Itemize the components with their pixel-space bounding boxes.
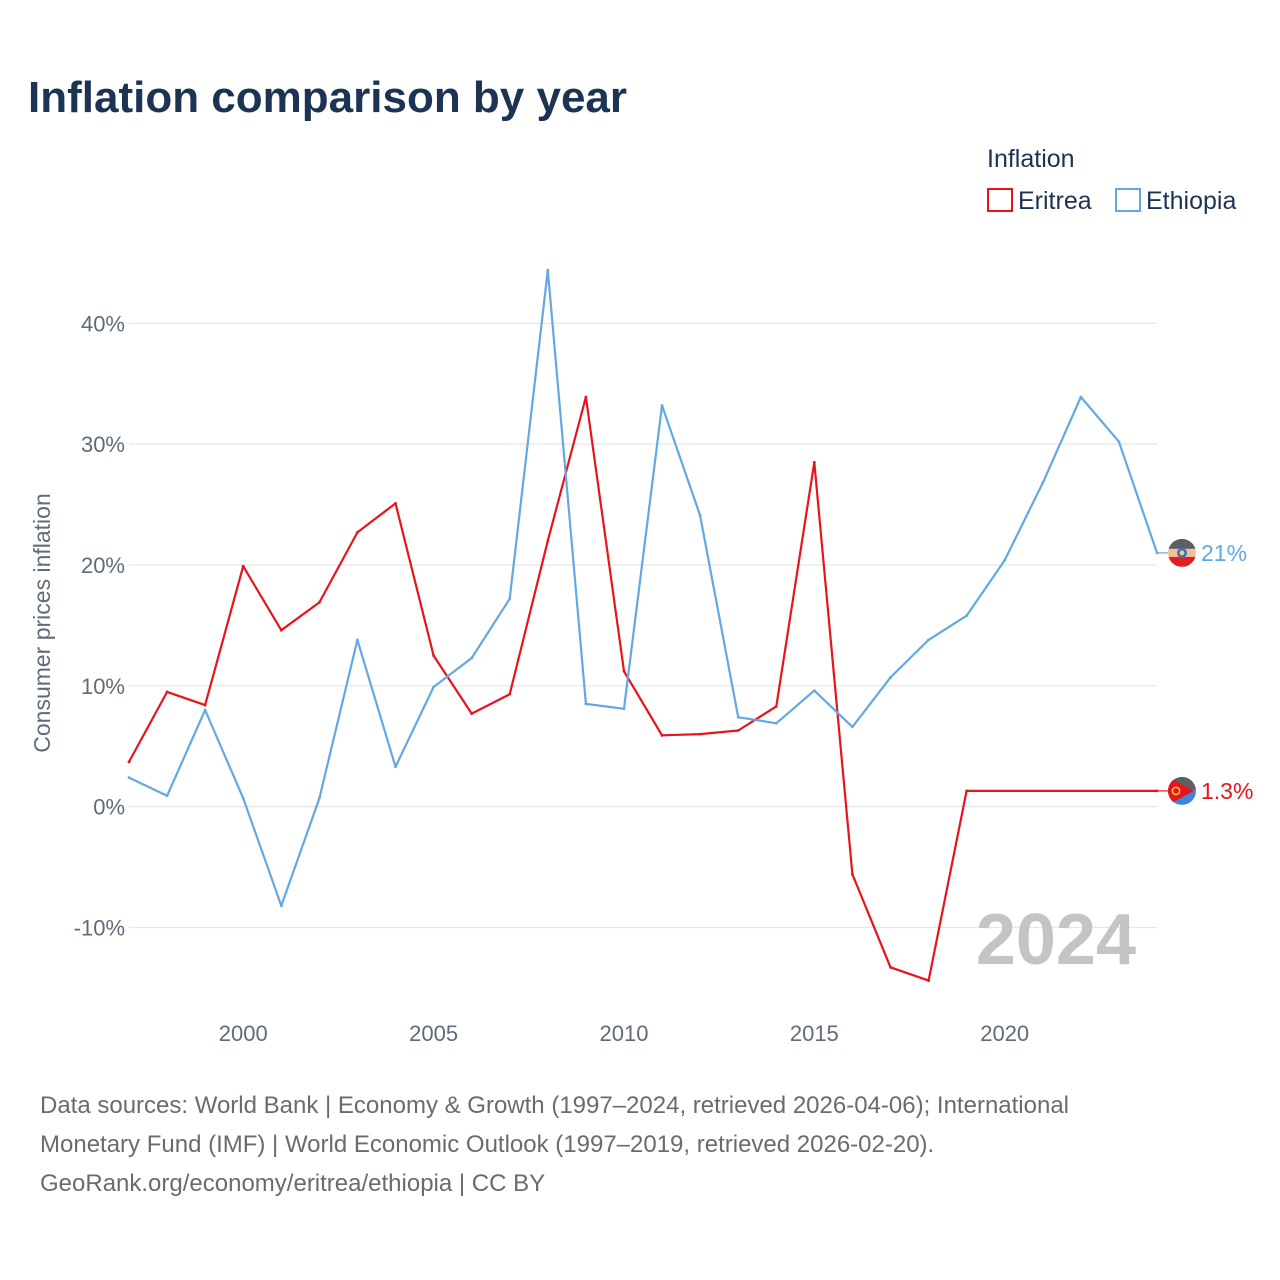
x-tick-label: 2020: [980, 1021, 1029, 1046]
legend-label-eritrea[interactable]: Eritrea: [1018, 187, 1092, 215]
chart-title: Inflation comparison by year: [28, 73, 627, 122]
source-line-3[interactable]: GeoRank.org/economy/eritrea/ethiopia | C…: [40, 1170, 545, 1197]
data-point-ethiopia[interactable]: [698, 514, 702, 517]
data-point-eritrea[interactable]: [660, 733, 664, 737]
current-year-watermark: 2024: [976, 900, 1136, 980]
data-point-ethiopia[interactable]: [203, 708, 207, 712]
x-tick-label: 2005: [409, 1021, 458, 1046]
data-point-eritrea[interactable]: [698, 732, 702, 736]
data-point-ethiopia[interactable]: [394, 765, 397, 769]
end-markers: 1.3% 21%: [1157, 538, 1253, 805]
y-tick-label: 40%: [81, 311, 125, 336]
data-point-ethiopia[interactable]: [812, 689, 816, 693]
end-value-label-eritrea: 1.3%: [1201, 778, 1253, 804]
y-axis-label: Consumer prices inflation: [29, 493, 55, 753]
data-point-eritrea[interactable]: [736, 729, 740, 732]
grid-lines: [129, 322, 1157, 929]
data-point-eritrea[interactable]: [927, 979, 930, 983]
legend-title: Inflation: [987, 145, 1075, 173]
source-line-1: Data sources: World Bank | Economy & Gro…: [40, 1092, 1069, 1119]
data-point-ethiopia[interactable]: [851, 725, 854, 729]
data-point-ethiopia[interactable]: [1003, 558, 1007, 562]
y-tick-label: 0%: [93, 795, 125, 820]
data-point-eritrea[interactable]: [889, 965, 892, 969]
data-point-eritrea[interactable]: [546, 539, 550, 543]
data-point-ethiopia[interactable]: [317, 796, 321, 800]
data-point-ethiopia[interactable]: [622, 707, 626, 711]
y-tick-label: 10%: [81, 674, 125, 699]
legend-swatch-ethiopia[interactable]: [1115, 188, 1141, 212]
ethiopia-flag-icon: [1168, 538, 1196, 567]
data-point-ethiopia[interactable]: [965, 614, 969, 618]
data-point-eritrea[interactable]: [394, 501, 397, 505]
data-point-eritrea[interactable]: [279, 628, 283, 632]
series-lines: [127, 268, 1159, 983]
data-point-ethiopia[interactable]: [1079, 395, 1083, 399]
data-point-ethiopia[interactable]: [774, 721, 778, 725]
data-point-eritrea[interactable]: [851, 872, 854, 876]
data-point-ethiopia[interactable]: [165, 794, 169, 798]
data-point-ethiopia[interactable]: [660, 404, 664, 407]
data-point-eritrea[interactable]: [432, 654, 435, 658]
data-point-eritrea[interactable]: [203, 703, 207, 707]
x-tick-label: 2000: [219, 1021, 268, 1046]
end-value-label-ethiopia: 21%: [1201, 540, 1247, 566]
data-point-eritrea[interactable]: [470, 712, 474, 715]
data-point-ethiopia[interactable]: [889, 675, 892, 679]
data-sources: Data sources: World Bank | Economy & Gro…: [40, 1092, 1069, 1197]
data-point-ethiopia[interactable]: [1041, 481, 1045, 485]
x-tick-label: 2010: [599, 1021, 648, 1046]
source-line-2: Monetary Fund (IMF) | World Economic Out…: [40, 1131, 934, 1158]
data-point-eritrea[interactable]: [965, 789, 969, 793]
data-point-eritrea[interactable]: [622, 669, 626, 673]
data-point-eritrea[interactable]: [241, 564, 245, 568]
legend: Inflation Eritrea Ethiopia: [987, 145, 1236, 215]
data-point-ethiopia[interactable]: [927, 638, 930, 642]
x-tick-label: 2015: [790, 1021, 839, 1046]
data-point-ethiopia[interactable]: [356, 638, 359, 642]
legend-swatch-eritrea[interactable]: [987, 188, 1013, 212]
data-point-ethiopia[interactable]: [508, 597, 512, 601]
data-point-ethiopia[interactable]: [241, 796, 245, 800]
data-point-ethiopia[interactable]: [584, 702, 588, 706]
data-point-ethiopia[interactable]: [279, 904, 283, 908]
data-point-ethiopia[interactable]: [736, 715, 740, 719]
y-axis-ticks: 40% 30% 20% 10% 0% -10%: [74, 311, 125, 940]
data-point-eritrea[interactable]: [356, 530, 359, 534]
data-point-eritrea[interactable]: [812, 460, 816, 464]
data-point-eritrea[interactable]: [584, 395, 588, 399]
data-point-ethiopia[interactable]: [127, 776, 131, 780]
data-point-eritrea[interactable]: [165, 690, 169, 694]
y-tick-label: 20%: [81, 553, 125, 578]
data-point-eritrea[interactable]: [127, 760, 131, 764]
legend-label-ethiopia[interactable]: Ethiopia: [1146, 187, 1236, 215]
y-tick-label: -10%: [74, 915, 125, 940]
data-point-ethiopia[interactable]: [1117, 440, 1121, 444]
data-point-ethiopia[interactable]: [432, 685, 435, 689]
data-point-eritrea[interactable]: [317, 601, 321, 604]
eritrea-flag-icon: [1168, 776, 1196, 805]
series-line-ethiopia[interactable]: [128, 269, 1159, 907]
data-point-eritrea[interactable]: [508, 692, 512, 696]
data-point-eritrea[interactable]: [774, 704, 778, 708]
x-axis-ticks: 2000 2005 2010 2015 2020: [219, 1021, 1029, 1046]
data-point-ethiopia[interactable]: [470, 656, 474, 660]
data-point-ethiopia[interactable]: [546, 268, 550, 272]
y-tick-label: 30%: [81, 432, 125, 457]
series-line-eritrea[interactable]: [128, 395, 1157, 982]
